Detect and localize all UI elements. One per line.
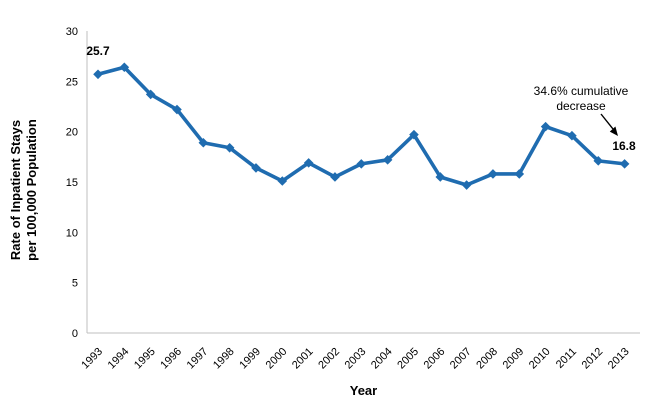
data-point-marker xyxy=(251,163,261,173)
x-tick-label: 2000 xyxy=(264,346,290,372)
y-tick-label: 0 xyxy=(72,328,78,340)
data-point-marker xyxy=(356,159,367,169)
annotation-callout-line-2: decrease xyxy=(556,99,606,113)
x-tick-label: 2009 xyxy=(501,346,527,372)
x-tick-label: 2006 xyxy=(422,346,448,372)
data-point-marker xyxy=(409,129,419,140)
annotation-arrow xyxy=(600,113,614,130)
data-point-marker xyxy=(514,169,525,179)
data-point-marker xyxy=(435,172,446,182)
y-axis-title-line-1: Rate of Inpatient Stays xyxy=(8,119,23,261)
y-axis-title: Rate of Inpatient Stays per 100,000 Popu… xyxy=(8,75,40,305)
x-tick-label: 2010 xyxy=(527,346,553,372)
x-tick-label: 1997 xyxy=(185,346,211,372)
x-axis-title: Year xyxy=(349,383,378,398)
data-point-marker xyxy=(198,137,209,148)
x-tick-label: 1999 xyxy=(237,346,263,372)
data-point-marker xyxy=(277,176,288,186)
annotation-callout: 34.6% cumulative decrease xyxy=(521,84,641,114)
x-tick-label: 2011 xyxy=(554,346,579,371)
x-tick-label: 1993 xyxy=(79,346,105,372)
x-tick-label: 2008 xyxy=(474,346,500,372)
annotation-arrowhead xyxy=(609,126,618,136)
x-tick-label: 1994 xyxy=(106,346,132,372)
x-tick-label: 2001 xyxy=(290,346,316,372)
x-tick-label: 2002 xyxy=(316,346,342,372)
x-tick-label: 1996 xyxy=(158,346,184,372)
x-tick-label: 1995 xyxy=(132,346,158,372)
data-point-marker xyxy=(540,121,551,132)
x-tick-label: 2012 xyxy=(580,346,606,372)
y-tick-label: 5 xyxy=(72,278,78,290)
x-tick-label: 2007 xyxy=(448,346,474,372)
y-tick-label: 15 xyxy=(66,177,78,189)
data-point-marker xyxy=(119,62,130,73)
data-point-marker xyxy=(145,89,156,100)
data-point-marker xyxy=(93,69,103,80)
y-tick-label: 20 xyxy=(66,127,78,139)
data-point-marker xyxy=(303,158,314,168)
x-tick-label: 1998 xyxy=(211,346,237,372)
data-point-marker xyxy=(567,130,577,141)
first-point-label: 25.7 xyxy=(86,44,110,58)
y-tick-label: 10 xyxy=(66,227,78,239)
x-tick-label: 2005 xyxy=(395,346,421,372)
data-point-marker xyxy=(488,169,498,179)
data-point-marker xyxy=(224,142,235,153)
data-point-marker xyxy=(461,180,472,190)
annotation-callout-line-1: 34.6% cumulative xyxy=(533,84,629,98)
y-tick-label: 25 xyxy=(66,76,78,88)
data-point-marker xyxy=(593,156,604,166)
x-tick-label: 2013 xyxy=(606,346,632,372)
data-point-marker xyxy=(172,104,182,115)
y-axis-title-line-2: per 100,000 Population xyxy=(24,119,39,261)
data-point-marker xyxy=(330,172,340,182)
data-point-marker xyxy=(619,159,630,169)
data-point-marker xyxy=(382,155,393,165)
y-tick-label: 30 xyxy=(66,26,78,38)
x-tick-label: 2004 xyxy=(369,346,395,372)
x-tick-label: 2003 xyxy=(343,346,369,372)
last-point-label: 16.8 xyxy=(612,139,636,153)
